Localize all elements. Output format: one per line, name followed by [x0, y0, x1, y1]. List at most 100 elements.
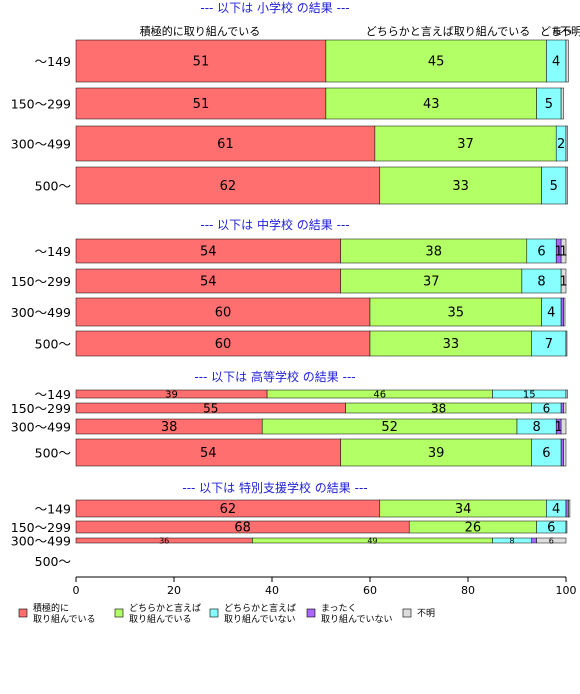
bar-value-label: 6 — [542, 446, 550, 461]
bar-segment — [560, 238, 567, 264]
bar-value-label: 5 — [550, 179, 558, 194]
bar-value-label: 1 — [559, 275, 567, 290]
bar-segment — [521, 268, 562, 294]
group-title-3: --- 以下は 特別支援学校 の結果 --- — [182, 480, 367, 495]
legend-swatch — [306, 608, 316, 618]
bar-value-label: 55 — [203, 401, 218, 415]
group-title-2: --- 以下は 高等学校 の結果 --- — [194, 369, 355, 384]
bar-segment — [379, 166, 542, 205]
bar-segment — [75, 297, 371, 327]
bar-segment — [565, 125, 568, 162]
bar-value-label: 8 — [532, 420, 540, 435]
category-label: 300～499 — [11, 420, 71, 435]
legend-label: 取り組んでいる — [33, 613, 96, 625]
bar-value-label: 2 — [557, 137, 565, 152]
bar-segment — [340, 238, 528, 264]
legend-label: 取り組んでいる — [129, 613, 192, 625]
bar-value-label: 43 — [423, 97, 440, 112]
bar-value-label: 4 — [552, 502, 560, 517]
bar-value-label: 68 — [234, 521, 251, 536]
bar-segment — [75, 268, 341, 294]
bar-segment — [531, 537, 537, 544]
bar-segment — [369, 330, 532, 357]
bar-value-label: 39 — [165, 390, 178, 401]
category-label: 150～299 — [11, 401, 71, 416]
bar-segment — [565, 499, 569, 518]
column-header-1: どちらかと言えば取り組んでいる — [366, 25, 530, 38]
bar-segment — [560, 438, 564, 467]
x-tick-label: 100 — [556, 584, 577, 597]
legend-swatch — [402, 608, 412, 618]
bar-value-label: 26 — [465, 521, 482, 536]
bar-value-label: 37 — [423, 275, 440, 290]
column-header-4: 不明 — [560, 25, 580, 38]
column-header-0: 積極的に取り組んでいる — [140, 24, 260, 38]
bar-segment — [75, 125, 376, 162]
x-tick-label: 20 — [167, 584, 181, 597]
bar-segment — [563, 438, 567, 467]
bar-value-label: 38 — [431, 401, 446, 415]
legend-label: 取り組んでいない — [321, 613, 393, 625]
bar-value-label: 4 — [552, 55, 560, 70]
bar-segment — [526, 238, 557, 264]
bar-value-label: 1 — [555, 245, 563, 260]
bar-segment — [75, 438, 341, 467]
bar-value-label: 54 — [200, 446, 217, 461]
bar-segment — [560, 418, 567, 435]
bar-segment — [75, 330, 371, 357]
legend-label: 積極的に — [33, 602, 69, 614]
bar-value-label: 1 — [559, 245, 567, 260]
bar-segment — [565, 389, 568, 399]
bar-value-label: 5 — [545, 97, 553, 112]
bar-value-label: 54 — [200, 275, 217, 290]
bar-value-label: 54 — [200, 245, 217, 260]
category-label: ～149 — [35, 387, 71, 402]
bar-segment — [563, 297, 566, 327]
legend-swatch — [114, 608, 124, 618]
group-title-0: --- 以下は 小学校 の結果 --- — [200, 0, 349, 15]
legend-label: どちらかと言えば — [224, 602, 296, 614]
bar-value-label: 34 — [455, 502, 472, 517]
bar-value-label: 6 — [547, 521, 555, 536]
bar-value-label: 39 — [428, 446, 445, 461]
category-label: 150～299 — [11, 97, 71, 112]
x-tick-label: 40 — [265, 584, 279, 597]
bar-segment — [531, 330, 567, 357]
bar-value-label: 62 — [220, 179, 237, 194]
bar-segment — [565, 330, 568, 357]
bar-value-label: 37 — [457, 137, 474, 152]
category-label: ～149 — [35, 54, 71, 69]
bar-value-label: 60 — [215, 337, 232, 352]
bar-segment — [340, 438, 532, 467]
x-tick-label: 0 — [73, 584, 80, 597]
x-tick-label: 80 — [461, 584, 475, 597]
bar-segment — [563, 402, 567, 414]
bar-segment — [536, 87, 562, 120]
bar-segment — [369, 297, 542, 327]
bar-segment — [374, 125, 557, 162]
bar-segment — [568, 499, 571, 518]
bar-value-label: 15 — [523, 390, 536, 401]
bar-value-label: 33 — [452, 179, 469, 194]
category-label: 500～ — [35, 446, 71, 461]
bar-segment — [565, 39, 569, 83]
bar-segment — [75, 39, 327, 83]
bar-value-label: 51 — [193, 97, 210, 112]
category-label: 150～299 — [11, 274, 71, 289]
category-label: 300～499 — [11, 305, 71, 320]
bar-value-label: 33 — [443, 337, 460, 352]
category-label: 300～499 — [11, 137, 71, 152]
bar-segment — [536, 537, 567, 544]
legend-swatch — [209, 608, 219, 618]
bar-value-label: 62 — [220, 502, 237, 517]
bar-segment — [75, 238, 341, 264]
bar-segment — [75, 166, 381, 205]
category-label: 500～ — [35, 337, 71, 352]
group-title-1: --- 以下は 中学校 の結果 --- — [200, 217, 349, 232]
legend-label: 取り組んでいない — [224, 613, 296, 625]
legend-swatch — [18, 608, 28, 618]
bar-value-label: 51 — [193, 55, 210, 70]
bar-value-label: 49 — [367, 536, 377, 545]
bar-value-label: 1 — [555, 420, 563, 435]
